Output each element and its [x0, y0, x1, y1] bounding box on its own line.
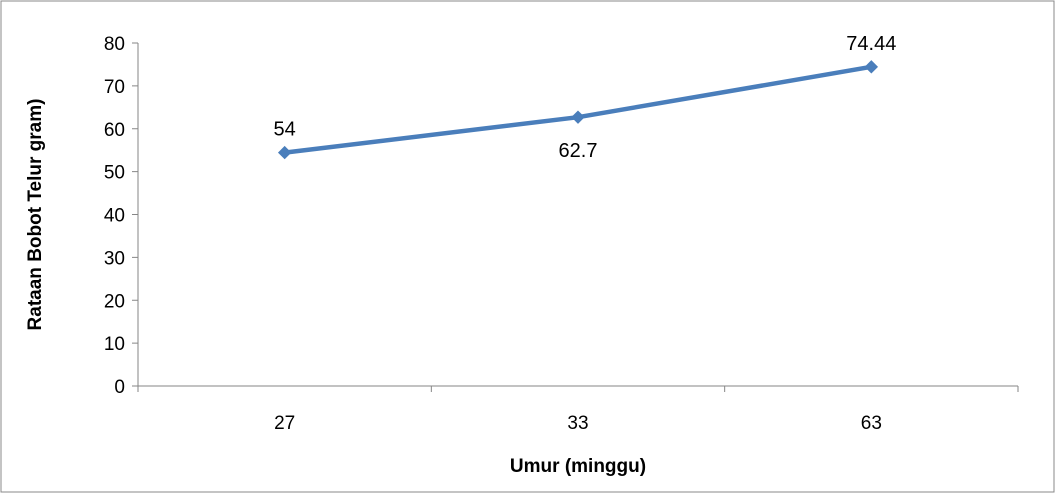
x-tick-label: 27	[274, 413, 295, 434]
data-labels: 54 62.7 74.44	[274, 33, 897, 162]
x-axis: 27 33 63	[137, 385, 1019, 434]
data-point-marker	[277, 145, 292, 160]
y-tick-label: 20	[104, 291, 125, 312]
y-tick-label: 80	[104, 34, 125, 55]
y-tick-label: 50	[104, 163, 125, 184]
y-tick-label: 10	[104, 334, 125, 355]
x-tick-label: 63	[861, 413, 882, 434]
y-tick-label: 40	[104, 206, 125, 227]
x-axis-title: Umur (minggu)	[510, 456, 646, 477]
y-tick-label: 70	[104, 77, 125, 98]
data-point-marker	[864, 60, 879, 74]
y-axis-title: Rataan Bobot Telur gram)	[25, 99, 46, 331]
y-tick-label: 30	[104, 248, 125, 269]
data-point-marker	[571, 110, 585, 124]
data-label: 54	[274, 119, 296, 141]
y-tick-label: 60	[104, 120, 125, 141]
y-axis: 0 10 20 30 40 50 60 70 80	[104, 34, 139, 398]
data-label: 62.7	[559, 140, 598, 162]
series-group	[277, 60, 879, 160]
y-tick-label: 0	[114, 377, 125, 398]
data-label: 74.44	[846, 33, 896, 55]
x-tick-label: 33	[567, 413, 588, 434]
